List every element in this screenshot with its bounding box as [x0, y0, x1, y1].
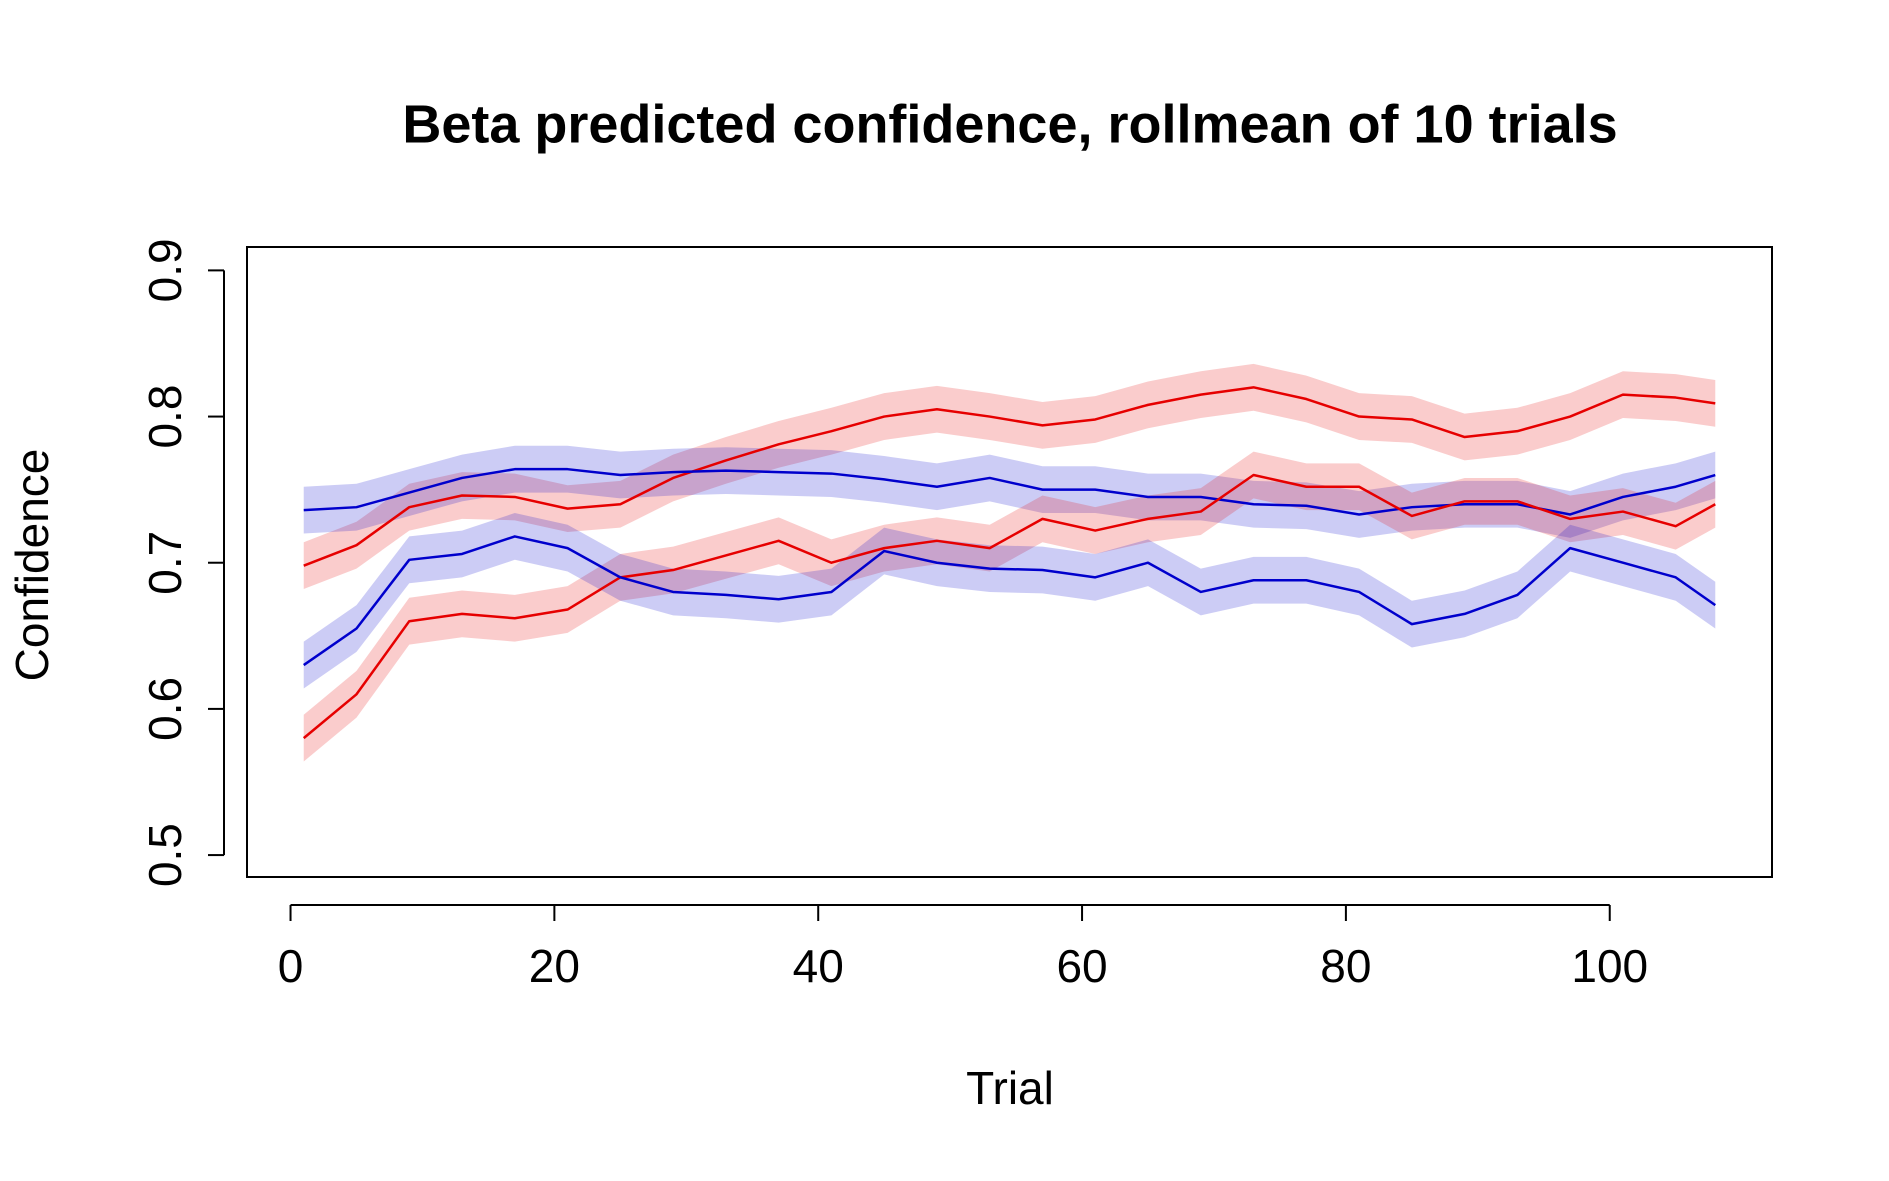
y-tick-label: 0.8: [139, 385, 191, 449]
x-tick-label: 80: [1320, 940, 1371, 992]
y-tick-label: 0.9: [139, 238, 191, 302]
error-band: [303, 451, 1716, 762]
series-line: [303, 386, 1716, 567]
y-tick-label: 0.7: [139, 531, 191, 595]
x-axis-label: Trial: [966, 1062, 1054, 1114]
x-tick-label: 20: [529, 940, 580, 992]
x-tick-label: 0: [278, 940, 304, 992]
series-line: [303, 467, 1716, 516]
error-band: [303, 513, 1716, 689]
series-line: [302, 473, 1716, 740]
chart-title: Beta predicted confidence, rollmean of 1…: [402, 94, 1617, 154]
error-band: [303, 363, 1716, 590]
x-tick-label: 100: [1571, 940, 1648, 992]
y-tick-label: 0.6: [139, 677, 191, 741]
x-tick-label: 60: [1056, 940, 1107, 992]
x-tick-label: 40: [793, 940, 844, 992]
series-line: [303, 535, 1716, 667]
y-axis-label: Confidence: [6, 449, 58, 682]
plot-box: [246, 246, 1773, 878]
y-tick-label: 0.5: [139, 823, 191, 887]
